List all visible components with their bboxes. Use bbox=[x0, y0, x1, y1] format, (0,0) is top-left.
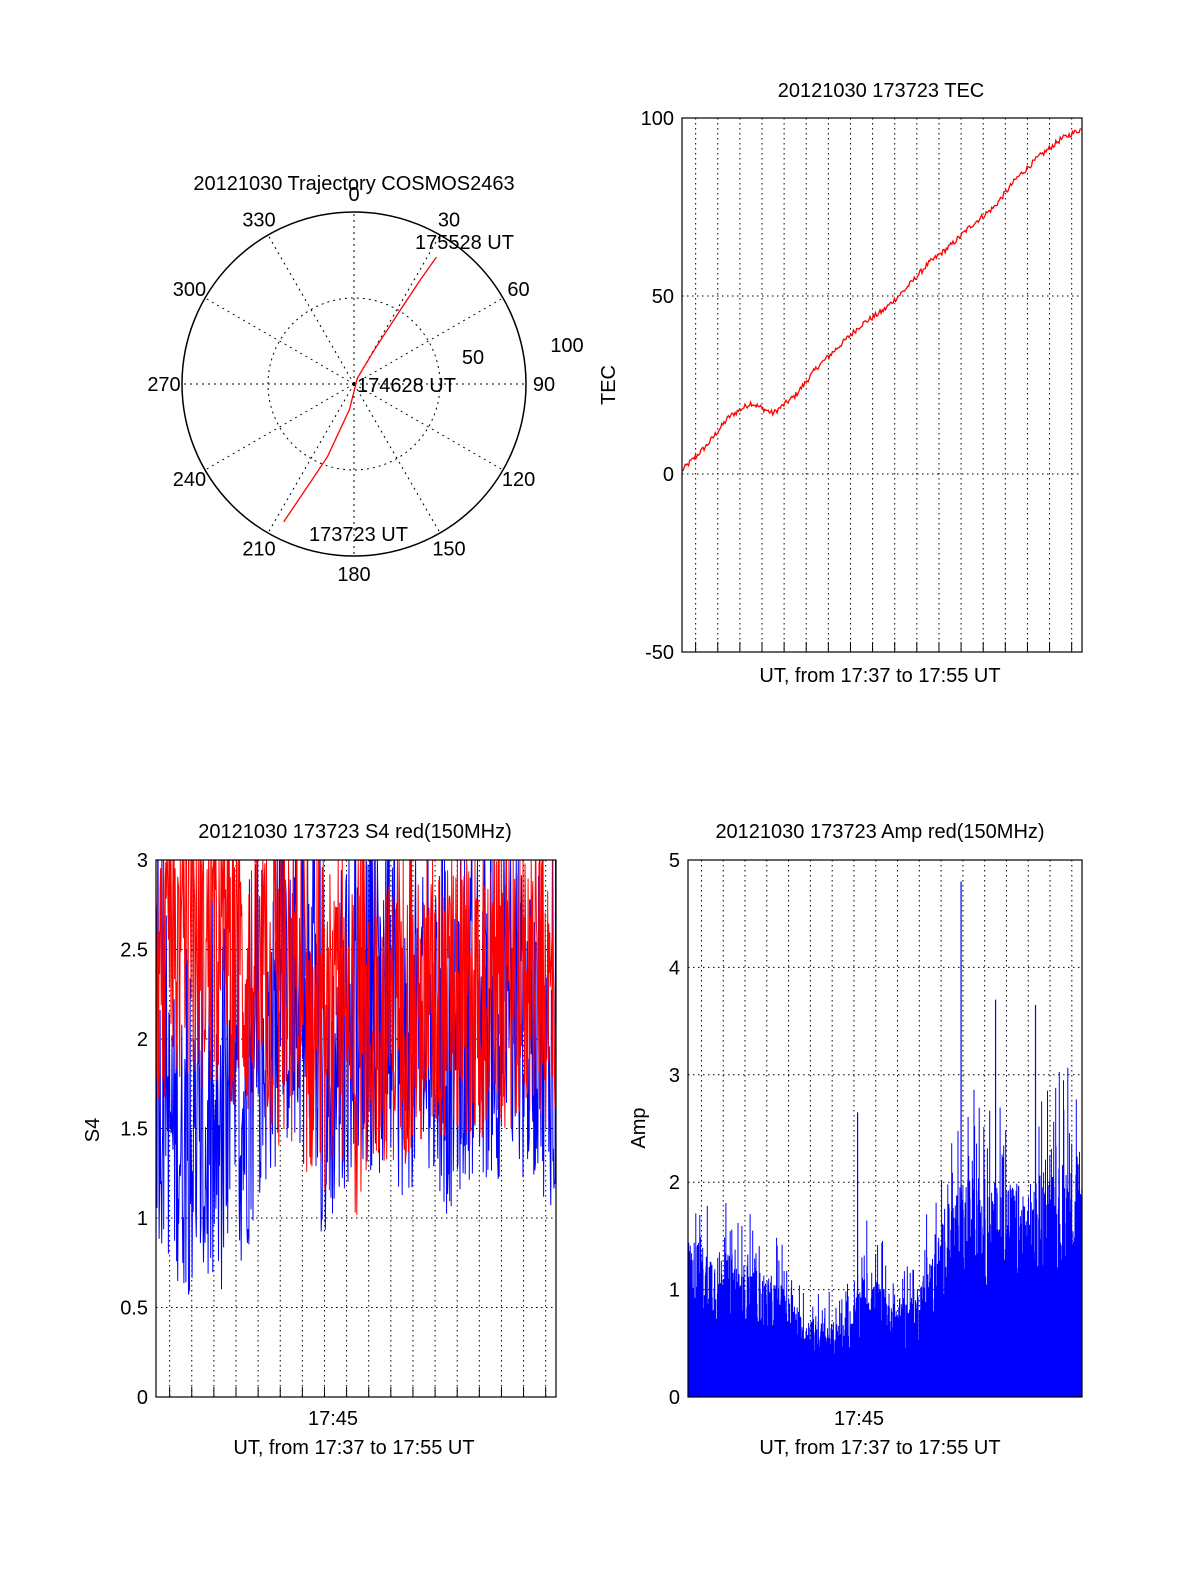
polar-angle-label: 240 bbox=[173, 469, 206, 491]
polar-spoke bbox=[267, 383, 355, 534]
polar-angle-labels: 0 30 60 90 120 150 180 210 240 270 300 330 bbox=[147, 184, 555, 586]
amp-xtick-1745: 17:45 bbox=[834, 1408, 884, 1430]
polar-spoke bbox=[204, 297, 355, 385]
s4-ytick-label: 1 bbox=[137, 1208, 148, 1230]
s4-ylabel: S4 bbox=[82, 1118, 104, 1142]
tec-ytick-label: 100 bbox=[641, 108, 674, 130]
s4-xlabel: UT, from 17:37 to 17:55 UT bbox=[233, 1437, 474, 1459]
tec-ylabel: TEC bbox=[598, 365, 620, 405]
polar-annotation-end: 175528 UT bbox=[415, 232, 514, 254]
tec-ytick-label: -50 bbox=[645, 642, 674, 664]
polar-trajectory-line bbox=[283, 256, 437, 523]
polar-title: 20121030 Trajectory COSMOS2463 bbox=[193, 173, 514, 195]
polar-angle-label: 30 bbox=[438, 209, 460, 231]
polar-annotation-mid: 174628 UT bbox=[357, 375, 456, 397]
amp-series-blue bbox=[687, 1067, 1083, 1397]
amp-ytick-label: 0 bbox=[669, 1387, 680, 1409]
polar-angle-label: 90 bbox=[533, 374, 555, 396]
amp-ytick-label: 2 bbox=[669, 1172, 680, 1194]
s4-ytick-label: 0 bbox=[137, 1387, 148, 1409]
polar-angle-label: 300 bbox=[173, 279, 206, 301]
s4-ytick-label: 1.5 bbox=[120, 1119, 148, 1141]
polar-spoke bbox=[353, 383, 504, 471]
tec-plot-frame bbox=[681, 117, 1083, 653]
s4-data bbox=[155, 859, 556, 1295]
amp-title: 20121030 173723 Amp red(150MHz) bbox=[715, 821, 1044, 843]
amp-chart: 20121030 173723 Amp red(150MHz) 0 1 2 3 4 5 1… bbox=[628, 821, 1083, 1459]
amp-ytick-label: 4 bbox=[669, 957, 680, 979]
polar-angle-label: 60 bbox=[507, 279, 529, 301]
polar-angle-label: 210 bbox=[242, 539, 275, 561]
polar-grid bbox=[182, 212, 526, 556]
amp-ytick-label: 3 bbox=[669, 1065, 680, 1087]
polar-angle-label: 0 bbox=[348, 184, 359, 206]
amp-y-ticks: 0 1 2 3 4 5 bbox=[669, 850, 680, 1409]
tec-title: 20121030 173723 TEC bbox=[778, 80, 984, 102]
s4-title: 20121030 173723 S4 red(150MHz) bbox=[198, 821, 512, 843]
polar-spoke bbox=[353, 383, 441, 534]
polar-spoke bbox=[353, 297, 504, 385]
polar-angle-label: 270 bbox=[147, 374, 180, 396]
tec-chart: 20121030 173723 TEC -50 0 50 100 TEC UT, fr… bbox=[598, 80, 1083, 687]
amp-xlabel: UT, from 17:37 to 17:55 UT bbox=[759, 1437, 1000, 1459]
polar-spoke bbox=[353, 234, 441, 385]
amp-plot-frame bbox=[687, 859, 1083, 1398]
polar-radial-tick-100: 100 bbox=[550, 335, 583, 357]
s4-xtick-1745: 17:45 bbox=[308, 1408, 358, 1430]
polar-spoke bbox=[267, 234, 355, 385]
tec-series-line bbox=[681, 128, 1082, 472]
polar-radial-tick-50: 50 bbox=[462, 347, 484, 369]
s4-plot-frame bbox=[155, 859, 557, 1398]
amp-ylabel: Amp bbox=[628, 1107, 650, 1148]
s4-y-ticks: 0 0.5 1 1.5 2 2.5 3 bbox=[120, 850, 148, 1409]
tec-grid bbox=[682, 117, 1082, 653]
s4-ytick-label: 3 bbox=[137, 850, 148, 872]
polar-annotation-start: 173723 UT bbox=[309, 524, 408, 546]
tec-ytick-label: 0 bbox=[663, 464, 674, 486]
polar-outer-ring bbox=[181, 211, 527, 557]
tec-xlabel: UT, from 17:37 to 17:55 UT bbox=[759, 665, 1000, 687]
amp-ytick-label: 5 bbox=[669, 850, 680, 872]
polar-angle-label: 330 bbox=[242, 209, 275, 231]
tec-y-ticks: -50 0 50 100 bbox=[641, 108, 674, 664]
polar-angle-label: 120 bbox=[502, 469, 535, 491]
s4-ytick-label: 2 bbox=[137, 1029, 148, 1051]
amp-ytick-label: 1 bbox=[669, 1280, 680, 1302]
s4-chart: 20121030 173723 S4 red(150MHz) 0 0.5 1 1.5 2… bbox=[82, 821, 557, 1459]
polar-angle-label: 150 bbox=[432, 539, 465, 561]
amp-data bbox=[687, 881, 1083, 1397]
tec-ytick-label: 50 bbox=[652, 286, 674, 308]
s4-ytick-label: 2.5 bbox=[120, 940, 148, 962]
polar-angle-label: 180 bbox=[337, 564, 370, 586]
polar-spoke bbox=[204, 383, 355, 471]
polar-chart: 20121030 Trajectory COSMOS2463 0 30 60 90 12… bbox=[147, 173, 583, 586]
s4-series-red bbox=[155, 859, 556, 1215]
s4-ytick-label: 0.5 bbox=[120, 1298, 148, 1320]
